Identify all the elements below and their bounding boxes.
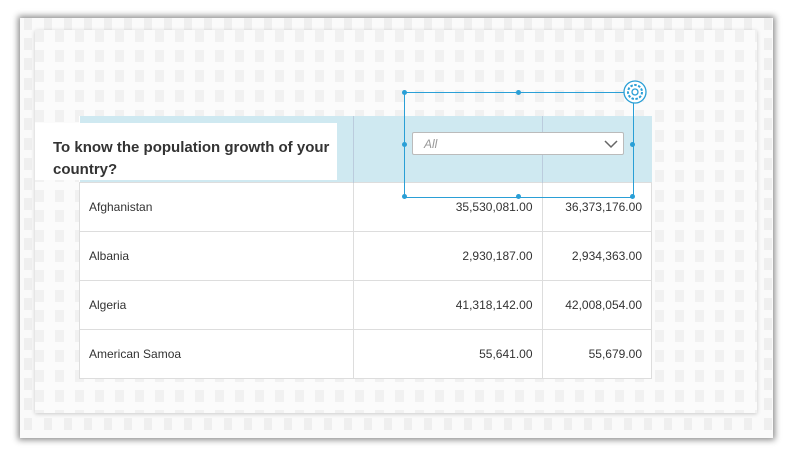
number-cell: 42,008,054.00: [541, 280, 652, 330]
handle[interactable]: [402, 194, 407, 199]
handle[interactable]: [402, 142, 407, 147]
dropdown-value: All: [424, 137, 438, 151]
handle[interactable]: [516, 194, 521, 199]
selection-box[interactable]: All: [402, 80, 647, 199]
country-cell: Albania: [79, 231, 354, 281]
country-cell: Algeria: [79, 280, 354, 330]
handle[interactable]: [630, 142, 635, 147]
widget-card: on Afghanistan35,530,081.0036,373,176.00…: [35, 30, 757, 413]
table-row: Afghanistan 35,530,081.00 36,373,176.00: [79, 182, 652, 232]
settings-icon[interactable]: [622, 79, 648, 105]
number-cell: 41,318,142.00: [352, 280, 543, 330]
canvas: on Afghanistan35,530,081.0036,373,176.00…: [20, 18, 773, 438]
number-cell: 2,930,187.00: [352, 231, 543, 281]
table-row: American Samoa 55,641.00 55,679.00: [79, 329, 652, 379]
dropdown[interactable]: All: [412, 132, 624, 155]
number-cell: 35,530,081.00: [352, 182, 543, 232]
country-cell: Afghanistan: [79, 182, 354, 232]
question-text: To know the population growth of your co…: [35, 123, 337, 180]
handle[interactable]: [402, 90, 407, 95]
number-cell: 55,679.00: [541, 329, 652, 379]
number-cell: 55,641.00: [352, 329, 543, 379]
handle[interactable]: [516, 90, 521, 95]
number-cell: 2,934,363.00: [541, 231, 652, 281]
table-row: Algeria 41,318,142.00 42,008,054.00: [79, 280, 652, 330]
chevron: [604, 140, 618, 149]
table-row: Albania 2,930,187.00 2,934,363.00: [79, 231, 652, 281]
handle[interactable]: [630, 194, 635, 199]
country-cell: American Samoa: [79, 329, 354, 379]
